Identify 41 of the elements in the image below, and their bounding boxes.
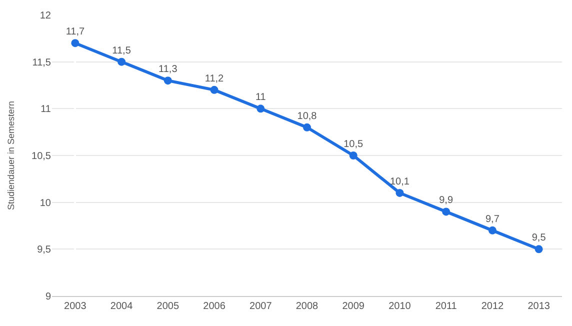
x-tick-label: 2007 <box>250 301 272 312</box>
point <box>118 58 126 66</box>
point <box>534 245 543 254</box>
x-tick-label: 2003 <box>64 301 87 312</box>
y-tick-label: 11 <box>40 104 52 116</box>
data-label: 10,8 <box>297 110 318 122</box>
data-label: 11,3 <box>158 64 178 76</box>
x-tick-label: 2011 <box>435 301 458 312</box>
y-axis-title: Studiendauer in Semestern <box>6 100 16 210</box>
y-tick-label: 9,5 <box>37 244 52 256</box>
point <box>396 188 404 197</box>
point <box>488 226 496 234</box>
point <box>210 86 218 94</box>
point <box>442 208 450 216</box>
data-label: 11 <box>255 92 266 104</box>
x-tick-label: 2005 <box>156 301 180 312</box>
data-label: 11,2 <box>204 73 224 84</box>
point <box>303 123 311 132</box>
data-label: 9,9 <box>439 195 454 206</box>
y-tick-label: 11,5 <box>32 57 52 68</box>
y-tick-label: 9 <box>45 292 52 302</box>
point <box>71 39 80 48</box>
data-label: 9,5 <box>532 232 546 244</box>
x-tick-label: 2010 <box>388 301 412 312</box>
point <box>256 104 265 113</box>
data-label: 11,5 <box>112 45 132 56</box>
x-tick-label: 2006 <box>203 301 226 312</box>
y-tick-label: 12 <box>40 10 52 22</box>
x-tick-label: 2013 <box>528 301 550 312</box>
x-tick-label: 2009 <box>342 301 365 312</box>
y-tick-label: 10,5 <box>32 151 52 162</box>
data-label: 9,7 <box>485 214 500 225</box>
data-label: 10,1 <box>390 176 410 188</box>
y-tick-label: 10 <box>40 198 52 209</box>
point <box>164 76 172 85</box>
x-tick-label: 2008 <box>296 301 319 312</box>
data-label: 10,5 <box>344 139 364 150</box>
point <box>349 152 358 160</box>
x-tick-label: 2004 <box>110 301 134 312</box>
x-tick-label: 2012 <box>481 301 504 312</box>
data-label: 11,7 <box>66 26 85 38</box>
